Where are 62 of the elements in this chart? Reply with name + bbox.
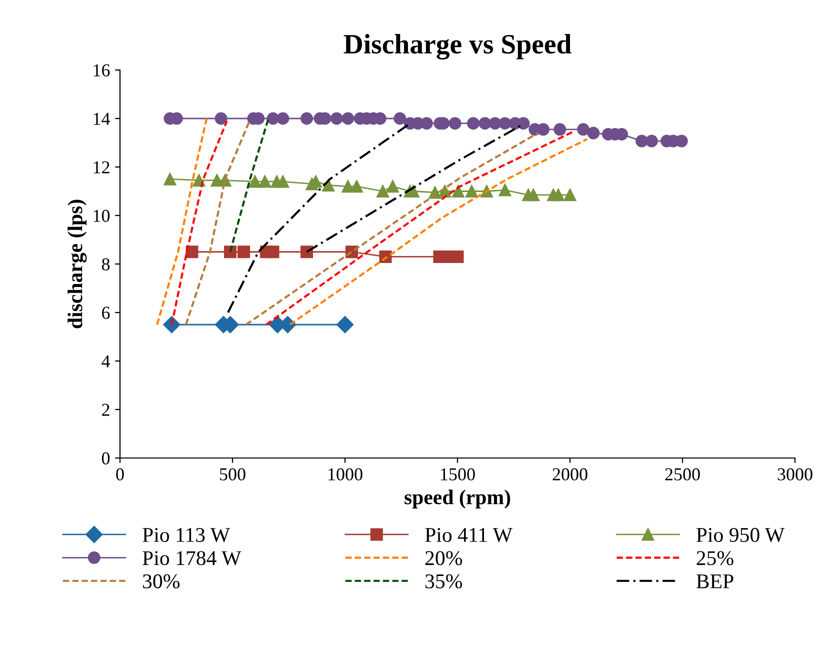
point: [452, 185, 464, 198]
point: [238, 246, 250, 258]
point: [300, 112, 313, 125]
point: [498, 117, 512, 130]
point: [498, 184, 512, 196]
legend-label: 35%: [426, 574, 462, 588]
legend-label: 30%: [143, 574, 180, 588]
x-tick-label: 1000: [328, 468, 362, 480]
y-tick-label: 12: [94, 161, 110, 174]
legend-label: Pio 950 W: [696, 528, 785, 542]
point: [554, 123, 566, 136]
point: [214, 112, 228, 125]
point: [330, 112, 343, 125]
x-tick-label: 3000: [778, 468, 812, 480]
y-tick-label: 6: [102, 306, 110, 319]
point: [164, 172, 176, 186]
point: [467, 117, 480, 130]
legend-label: Pio 1784 W: [142, 551, 242, 566]
point: [394, 112, 406, 125]
x-tick-label: 1500: [441, 468, 475, 480]
x-tick-label: 2000: [552, 468, 588, 480]
point: [488, 117, 502, 130]
point: [350, 180, 363, 193]
point: [258, 175, 272, 188]
point: [448, 117, 462, 130]
legend-label: BEP: [696, 574, 734, 588]
x-tick-label: 500: [220, 468, 246, 480]
y-tick-label: 14: [94, 112, 110, 125]
legend-label: 20%: [425, 551, 462, 566]
point: [336, 316, 354, 334]
point: [248, 175, 262, 188]
legend-label: Pio 411 W: [425, 528, 512, 542]
point: [266, 246, 280, 258]
x-tick-label: 2500: [665, 468, 700, 480]
legend-label: Pio 113 W: [142, 528, 230, 542]
point: [451, 250, 464, 263]
point: [645, 134, 658, 148]
point: [478, 117, 492, 130]
x-axis-title: speed (rpm): [404, 490, 510, 509]
y-tick-label: 2: [102, 404, 110, 416]
point: [276, 112, 290, 125]
y-tick-label: 10: [94, 210, 110, 222]
point: [342, 112, 354, 125]
y-tick-label: 16: [94, 64, 110, 76]
point: [276, 175, 290, 188]
point: [186, 246, 198, 258]
x-tick-label: 0: [116, 468, 124, 480]
point: [224, 246, 236, 258]
point: [386, 180, 399, 193]
point: [465, 185, 478, 198]
point: [527, 188, 540, 202]
y-tick-label: 8: [102, 258, 110, 270]
y-axis-title: discharge (lps): [68, 200, 87, 328]
point: [552, 188, 565, 202]
point: [376, 185, 390, 198]
chart-title: Discharge vs Speed: [344, 34, 572, 60]
y-tick-label: 0: [102, 452, 110, 464]
point: [577, 123, 590, 136]
point: [587, 126, 600, 140]
y-tick-label: 4: [102, 355, 110, 368]
legend-label: 25%: [696, 551, 734, 566]
point: [564, 188, 576, 202]
